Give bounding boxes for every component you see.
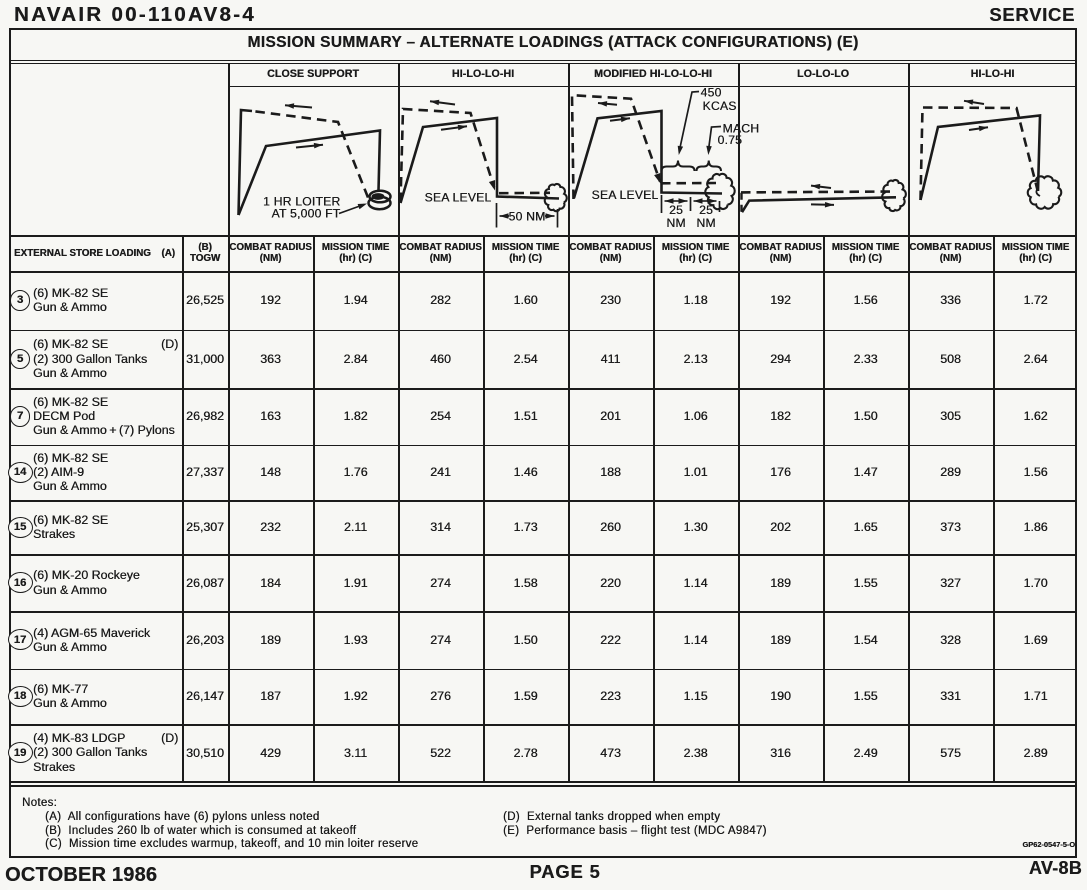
svg-text:MACH: MACH [723, 122, 760, 136]
svg-text:0.75: 0.75 [718, 133, 743, 147]
svg-text:AT 5,000 FT: AT 5,000 FT [272, 207, 341, 221]
svg-text:450: 450 [701, 86, 722, 100]
svg-text:SEA LEVEL: SEA LEVEL [425, 191, 492, 205]
svg-text:25: 25 [699, 203, 713, 217]
svg-text:NM: NM [666, 216, 685, 230]
svg-text:1 HR LOITER: 1 HR LOITER [263, 195, 340, 209]
svg-text:25: 25 [669, 203, 683, 217]
svg-text:SEA LEVEL: SEA LEVEL [592, 188, 659, 202]
svg-text:KCAS: KCAS [703, 99, 737, 113]
svg-text:NM: NM [696, 216, 715, 230]
svg-text:50 NM: 50 NM [509, 210, 546, 224]
